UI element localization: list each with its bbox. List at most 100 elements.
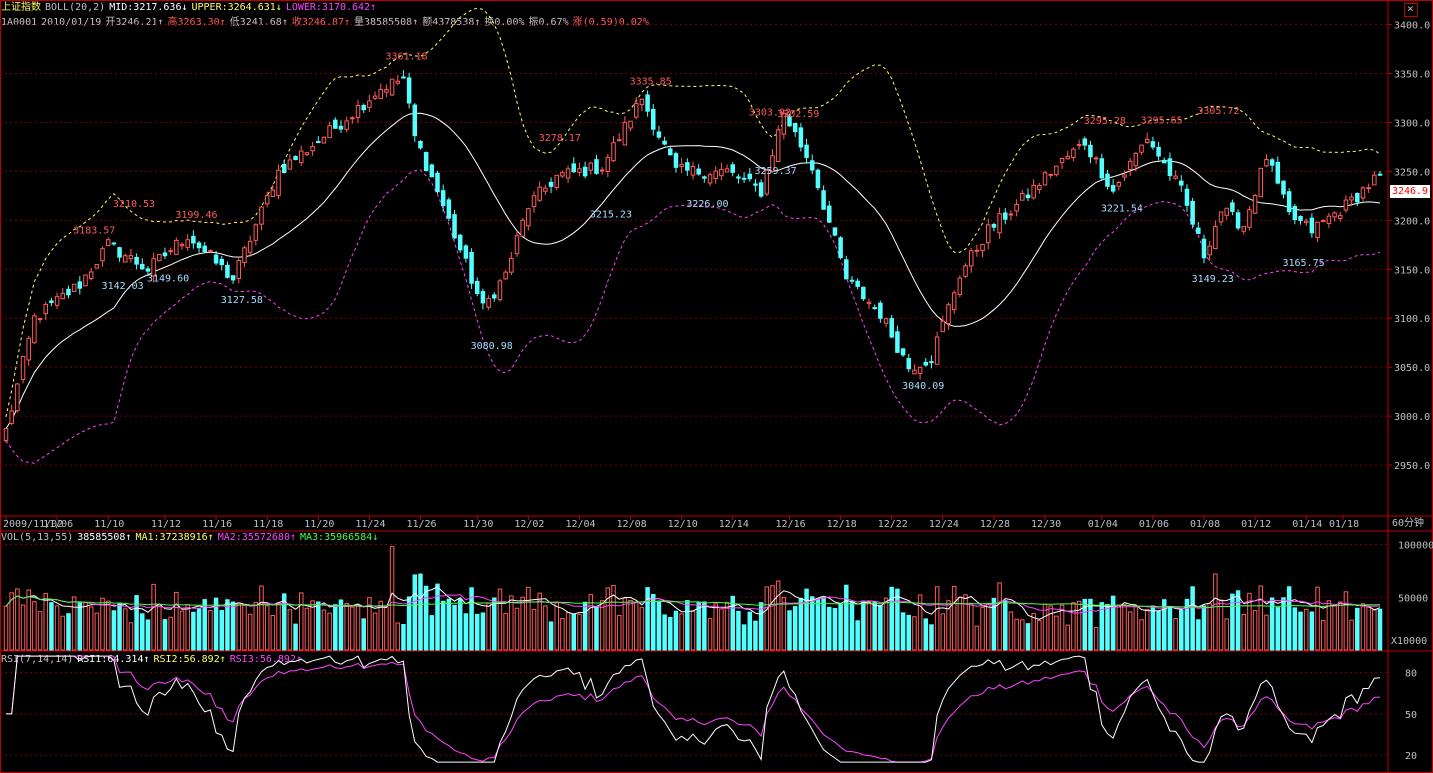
candle-body	[690, 165, 696, 176]
volume-bar	[429, 615, 435, 651]
volume-bar	[1264, 614, 1269, 651]
volume-bar	[60, 615, 66, 651]
candle-body	[333, 119, 338, 129]
candle-body	[140, 263, 145, 270]
candle-body	[832, 227, 838, 236]
volume-bar	[1241, 613, 1246, 651]
rsi-indicator-label[interactable]: RSI(7,14,14)	[1, 654, 74, 665]
volume-bar	[855, 620, 860, 651]
candle-body	[957, 277, 963, 295]
volume-bar	[1088, 598, 1093, 651]
candle-body	[1286, 191, 1292, 213]
volume-bar	[145, 619, 151, 651]
candle-body	[1372, 174, 1377, 186]
boll-label[interactable]: BOLL(20,2)	[45, 2, 106, 13]
candle-body	[724, 168, 730, 173]
candle-body	[548, 181, 554, 187]
extreme-value-label: 3183.57	[73, 225, 115, 236]
date-tick-label: 01/12	[1241, 519, 1271, 530]
candle-body	[1230, 202, 1235, 212]
candle-body	[1338, 214, 1343, 220]
panel-toggle-button[interactable]: ×	[1404, 2, 1418, 17]
indicator-header: 上证指数 BOLL(20,2) MID:3217.636↓ UPPER:3264.63…	[1, 2, 380, 14]
volume-bar	[844, 584, 849, 651]
volume-bar	[1031, 613, 1036, 651]
volume-bar	[1184, 598, 1190, 651]
price-tick-label: 3100.0	[1394, 314, 1430, 325]
volume-bar	[866, 600, 872, 651]
candle-body	[844, 259, 849, 280]
candle-body	[1241, 225, 1246, 232]
candle-body	[991, 223, 997, 228]
period-label[interactable]: 60分钟	[1392, 518, 1425, 529]
candle-body	[1003, 212, 1008, 220]
candle-body	[1156, 146, 1161, 157]
volume-bar	[503, 612, 508, 651]
candle-body	[503, 271, 508, 280]
candle-body	[378, 88, 383, 100]
candle-body	[54, 296, 60, 306]
change-value: 涨(0.59)0.02%	[572, 17, 649, 28]
volume-ma2-line	[5, 594, 1380, 614]
volume-bar	[747, 611, 753, 651]
volume-indicator-label[interactable]: VOL(5,13,55)	[1, 532, 74, 543]
candle-body	[179, 243, 185, 247]
volume-bar	[537, 592, 542, 651]
volume-bar	[724, 601, 730, 651]
volume-bar	[208, 610, 213, 651]
candle-body	[588, 162, 594, 171]
extreme-value-label: 3278.17	[539, 133, 581, 144]
date-tick-label: 11/26	[406, 519, 436, 530]
volume-bar	[832, 608, 838, 651]
volume-bar	[1343, 591, 1349, 651]
candle-body	[855, 280, 860, 287]
volume-bar	[753, 620, 758, 651]
volume-bar	[440, 600, 446, 651]
candle-body	[985, 224, 991, 244]
candle-body	[520, 219, 525, 237]
volume-bar	[1059, 604, 1065, 651]
candle-body	[1252, 194, 1258, 214]
volume-bar	[889, 586, 894, 651]
candle-body	[122, 255, 128, 263]
candle-body	[1320, 220, 1326, 223]
volume-bar	[639, 607, 645, 651]
volume-bar	[1247, 592, 1252, 651]
candle-body	[866, 301, 872, 305]
volume-bar	[1315, 586, 1320, 651]
volume-bar	[872, 601, 877, 651]
candle-body	[662, 140, 667, 145]
volume-bar	[1377, 608, 1383, 651]
candle-body	[105, 239, 111, 247]
volume-bar	[1076, 600, 1082, 651]
volume-bar	[1292, 607, 1298, 651]
candle-body	[321, 136, 327, 144]
candle-body	[1071, 148, 1076, 159]
candle-body	[440, 190, 446, 207]
volume-bar	[1309, 611, 1315, 651]
volume-bar	[940, 613, 946, 651]
volume-bar	[310, 600, 315, 651]
candle-body	[906, 358, 912, 370]
date-tick-label: 12/28	[980, 519, 1010, 530]
candle-body	[713, 170, 718, 180]
volume-bar	[804, 588, 809, 651]
volume-bar	[100, 597, 105, 651]
volume-bar	[838, 603, 843, 651]
candle-body	[1031, 184, 1036, 199]
candle-body	[276, 169, 281, 197]
candle-body	[1173, 175, 1178, 179]
candle-body	[719, 168, 724, 177]
candle-body	[151, 258, 156, 277]
candle-body	[639, 98, 645, 106]
extreme-value-label: 3335.85	[630, 76, 672, 87]
candle-body	[827, 205, 832, 223]
volume-bar	[1366, 606, 1371, 651]
candle-body	[423, 152, 429, 172]
index-name[interactable]: 上证指数	[1, 2, 41, 13]
candle-body	[406, 77, 412, 104]
rsi-panel: 80 50 20	[0, 655, 1417, 763]
volume-bar	[1144, 609, 1150, 651]
volume-bar	[1003, 600, 1008, 651]
